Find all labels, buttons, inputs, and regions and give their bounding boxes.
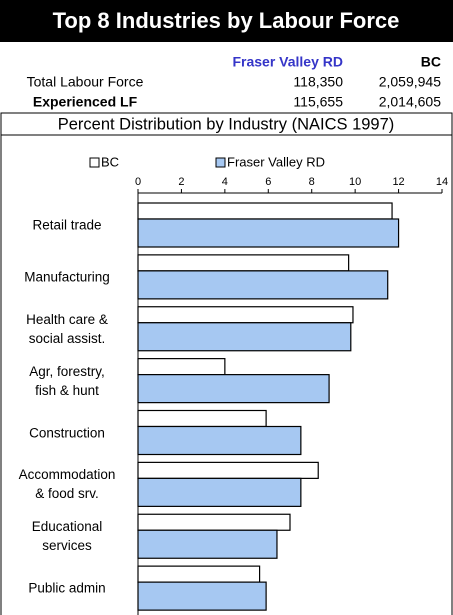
bar bbox=[137, 254, 350, 272]
bar bbox=[137, 306, 354, 324]
x-tick-label: 6 bbox=[265, 176, 271, 188]
category-label: Public admin bbox=[28, 580, 106, 596]
x-tick-label: 2 bbox=[178, 176, 184, 188]
bar bbox=[137, 358, 226, 376]
cell: 115,655 bbox=[293, 94, 343, 110]
category-label: Manufacturing bbox=[24, 269, 110, 285]
bar bbox=[137, 202, 393, 220]
bar bbox=[137, 529, 278, 559]
category-label: Construction bbox=[29, 425, 105, 440]
cell: 2,059,945 bbox=[379, 74, 441, 90]
legend-swatch bbox=[215, 157, 226, 168]
subtitle-box bbox=[0, 112, 453, 136]
category-label: Health care & social assist. bbox=[26, 311, 108, 346]
chart-title: Percent Distribution by Industry (NAICS … bbox=[58, 115, 395, 133]
row-label: Total Labour Force bbox=[27, 74, 144, 90]
category-label: Educational services bbox=[31, 519, 103, 554]
x-tick-label: 4 bbox=[222, 176, 228, 188]
bar bbox=[137, 218, 400, 248]
row-label: Experienced LF bbox=[33, 94, 138, 110]
cell: 2,014,605 bbox=[379, 94, 441, 110]
column-header: BC bbox=[421, 54, 441, 70]
bar bbox=[137, 477, 302, 507]
category-label: Agr, forestry, fish & hunt bbox=[29, 363, 105, 398]
category-label: Retail trade bbox=[32, 217, 102, 233]
bar bbox=[137, 374, 330, 404]
legend-label: BC bbox=[101, 154, 119, 169]
legend-swatch bbox=[89, 157, 100, 168]
x-tick-label: 10 bbox=[349, 176, 361, 188]
x-tick-label: 8 bbox=[309, 176, 315, 188]
title-bar bbox=[0, 0, 453, 42]
bar bbox=[137, 425, 302, 456]
bar bbox=[137, 322, 352, 352]
legend-label: Fraser Valley RD bbox=[227, 154, 325, 169]
page-title: Top 8 Industries by Labour Force bbox=[53, 8, 400, 33]
x-tick-label: 12 bbox=[392, 176, 404, 188]
column-header: Fraser Valley RD bbox=[232, 54, 343, 70]
x-tick-label: 14 bbox=[436, 176, 448, 188]
cell: 118,350 bbox=[293, 74, 343, 90]
bar bbox=[137, 513, 291, 531]
bar bbox=[137, 270, 389, 300]
bar bbox=[137, 461, 319, 479]
category-label: Accommodation & food srv. bbox=[18, 467, 116, 502]
bar bbox=[137, 409, 267, 428]
bar bbox=[137, 581, 267, 611]
x-tick-label: 0 bbox=[135, 176, 141, 188]
bar bbox=[137, 565, 261, 583]
